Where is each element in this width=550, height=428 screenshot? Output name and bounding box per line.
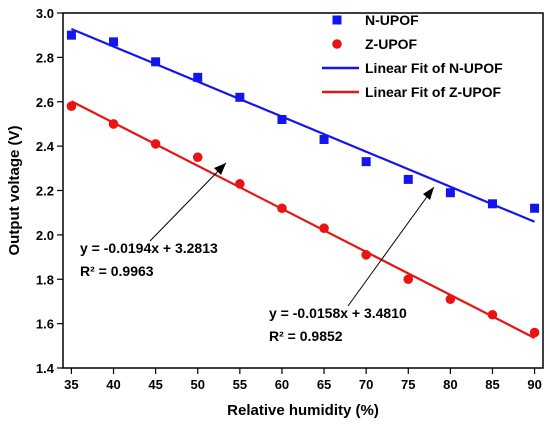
legend-label: N-UPOF xyxy=(365,12,419,28)
y-tick-label: 3.0 xyxy=(36,6,54,21)
data-point-z-upof xyxy=(277,203,287,214)
data-point-n-upof xyxy=(403,174,413,184)
x-tick-label: 85 xyxy=(485,377,499,392)
fit-lines xyxy=(70,27,536,339)
data-point-n-upof xyxy=(151,57,161,67)
x-axis-ticks: 35 40 45 50 55 60 65 70 75 80 85 90 xyxy=(64,368,542,392)
x-tick-label: 60 xyxy=(275,377,289,392)
x-tick-label: 45 xyxy=(148,377,162,392)
annotation-z-arrow xyxy=(149,162,227,242)
data-point-n-upof xyxy=(235,92,245,102)
data-point-n-upof xyxy=(66,30,76,40)
data-point-z-upof xyxy=(487,309,498,320)
y-tick-label: 2.2 xyxy=(36,184,54,199)
x-tick-label: 55 xyxy=(233,377,247,392)
data-point-z-upof xyxy=(403,274,414,285)
legend-label: Linear Fit of N-UPOF xyxy=(365,60,503,76)
annotation-n-arrowhead xyxy=(423,187,434,200)
data-point-n-upof xyxy=(319,134,329,144)
data-point-z-upof xyxy=(108,119,119,129)
data-point-z-upof xyxy=(445,294,456,305)
x-tick-label: 40 xyxy=(106,377,120,392)
legend-label: Linear Fit of Z-UPOF xyxy=(365,84,502,100)
annotation-z-r2: R² = 0.9963 xyxy=(80,263,154,279)
y-tick-label: 1.4 xyxy=(36,361,55,376)
annotation-z-arrowhead xyxy=(214,163,226,175)
x-tick-label: 35 xyxy=(64,377,78,392)
legend-marker-circle xyxy=(332,39,342,49)
y-tick-label: 1.8 xyxy=(36,272,54,287)
y-tick-label: 2.8 xyxy=(36,50,54,65)
fit-line-n-upof xyxy=(70,27,536,223)
x-tick-label: 80 xyxy=(443,377,457,392)
legend: N-UPOF Z-UPOF Linear Fit of N-UPOF Linear F… xyxy=(322,12,503,100)
legend-label: Z-UPOF xyxy=(365,36,418,52)
x-tick-label: 50 xyxy=(191,377,205,392)
data-point-n-upof xyxy=(109,37,119,47)
data-point-z-upof xyxy=(235,179,245,189)
data-point-n-upof xyxy=(530,203,540,213)
legend-marker-square xyxy=(332,15,342,25)
annotation-z-fit: y = -0.0194x + 3.2813 R² = 0.9963 xyxy=(80,162,227,279)
data-point-n-upof xyxy=(361,157,371,167)
data-points xyxy=(66,30,540,338)
data-point-z-upof xyxy=(529,327,540,338)
y-axis-ticks: 1.4 1.6 1.8 2.0 2.2 2.4 2.6 2.8 3.0 xyxy=(36,6,63,376)
data-point-n-upof xyxy=(487,199,497,209)
x-tick-label: 65 xyxy=(317,377,331,392)
x-tick-label: 75 xyxy=(401,377,415,392)
data-point-z-upof xyxy=(66,101,77,111)
annotation-n-equation: y = -0.0158x + 3.4810 xyxy=(269,305,407,321)
data-point-n-upof xyxy=(445,188,455,198)
annotation-n-arrow xyxy=(347,186,435,307)
data-point-z-upof xyxy=(150,139,161,149)
y-tick-label: 2.4 xyxy=(36,139,55,154)
annotation-n-fit: y = -0.0158x + 3.4810 R² = 0.9852 xyxy=(269,186,435,344)
data-point-z-upof xyxy=(361,250,371,260)
data-point-z-upof xyxy=(192,152,203,163)
data-point-n-upof xyxy=(277,115,287,124)
x-axis-title: Relative humidity (%) xyxy=(227,402,379,419)
annotation-n-r2: R² = 0.9852 xyxy=(269,328,343,344)
y-tick-label: 2.6 xyxy=(36,95,54,110)
y-tick-label: 1.6 xyxy=(36,317,54,332)
annotation-z-equation: y = -0.0194x + 3.2813 xyxy=(80,240,218,256)
data-point-z-upof xyxy=(319,223,329,234)
data-point-n-upof xyxy=(193,72,203,82)
fit-line-z-upof xyxy=(70,100,536,339)
y-tick-label: 2.0 xyxy=(36,228,54,243)
plot-frame xyxy=(62,12,544,369)
x-tick-label: 70 xyxy=(359,377,373,392)
x-tick-label: 90 xyxy=(527,377,541,392)
y-axis-title: Output voltage (V) xyxy=(6,126,23,256)
